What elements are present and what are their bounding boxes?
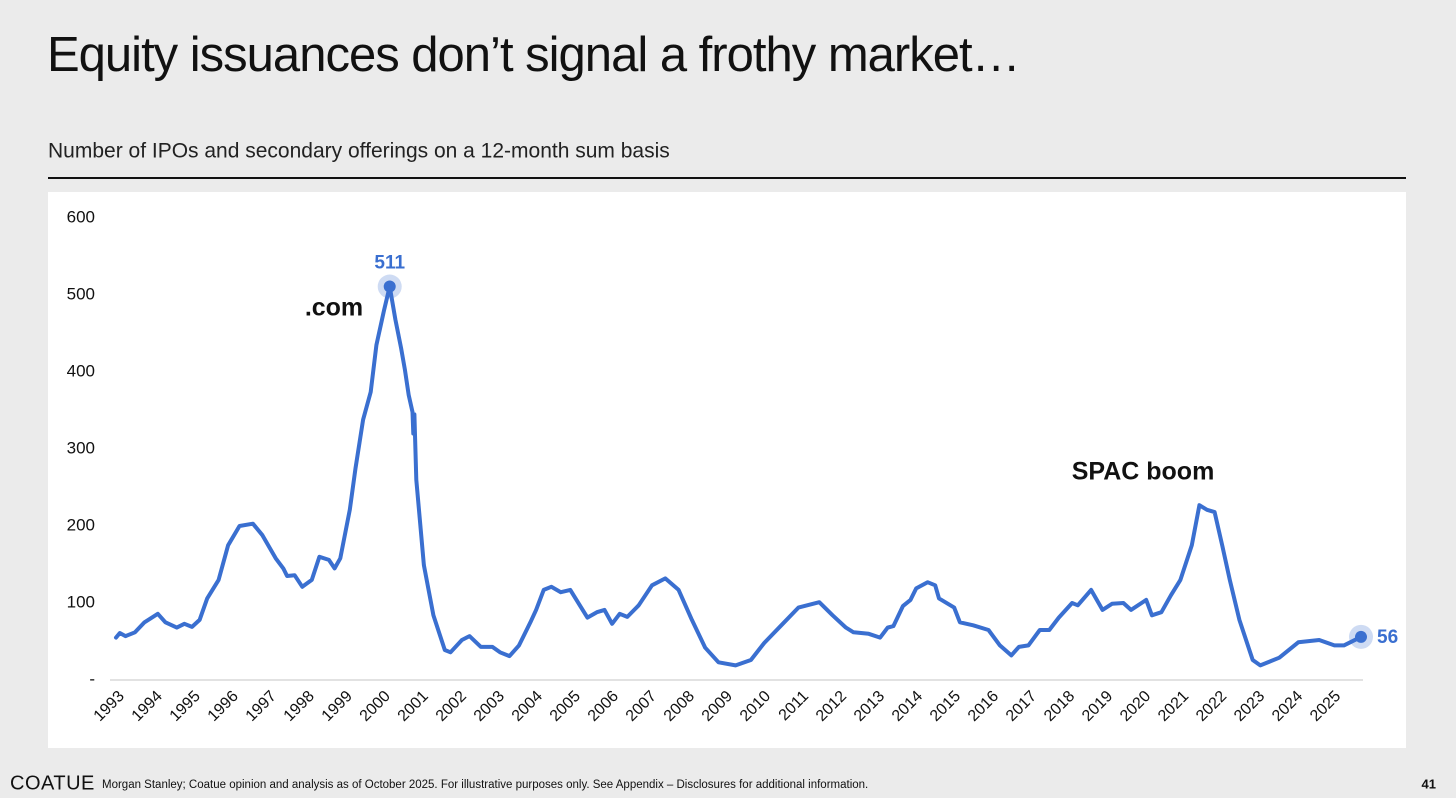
y-tick-label: - [89,669,95,688]
chart-panel [48,192,1406,748]
source-note: Morgan Stanley; Coatue opinion and analy… [102,779,868,791]
highlight-dot [383,280,396,293]
y-tick-label: 300 [67,438,95,457]
y-tick-label: 600 [67,207,95,226]
data-line [114,284,1363,668]
y-tick-label: 500 [67,284,95,303]
data-label: 56 [1377,627,1398,648]
annotation: SPAC boom [1072,458,1215,486]
y-tick-label: 100 [67,592,95,611]
y-tick-label: 400 [67,361,95,380]
y-tick-label: 200 [67,515,95,534]
logo: COATUE [10,772,95,794]
annotation: .com [305,294,363,322]
data-label: 511 [374,253,405,274]
highlight-dot [1355,630,1367,643]
chart-subtitle: Number of IPOs and secondary offerings o… [48,140,670,163]
chart-title: Equity issuances don’t signal a frothy m… [47,28,1020,82]
page-number: 41 [1422,776,1436,791]
